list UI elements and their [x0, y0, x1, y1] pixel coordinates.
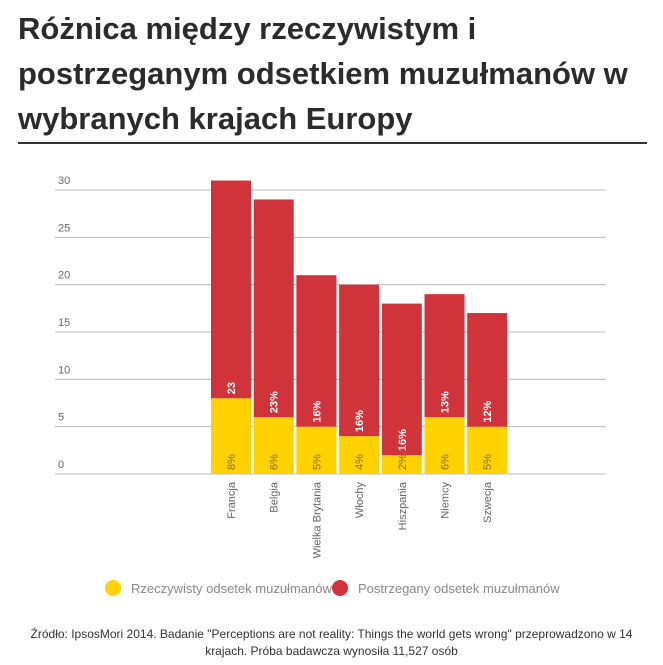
value-label: 2% — [397, 454, 409, 470]
value-label: 16% — [354, 410, 366, 432]
chart: 0 5 10 15 20 25 30 8% 23 Francja 6% 23% Belgia 5% 16% W… — [55, 175, 606, 596]
bar-segment — [339, 436, 380, 474]
bar-segment — [467, 426, 508, 474]
chart-title: Różnica między rzeczywistym i postrzegan… — [18, 11, 628, 136]
bar-segment — [253, 199, 294, 418]
x-tick-label: Włochy — [354, 482, 366, 519]
y-tick-label: 10 — [58, 364, 70, 376]
legend-swatch — [332, 580, 348, 596]
bar-segment — [211, 180, 251, 399]
value-label: 16% — [311, 400, 323, 422]
value-label: 16% — [397, 429, 409, 451]
y-tick-label: 30 — [58, 175, 70, 187]
y-tick-label: 25 — [58, 222, 70, 234]
legend-swatch — [105, 580, 121, 596]
value-label: 13% — [440, 391, 452, 413]
bar-segment — [467, 313, 508, 427]
value-label: 23 — [226, 382, 238, 394]
value-label: 4% — [354, 454, 366, 470]
bar-segment — [211, 398, 251, 474]
title-rule — [18, 142, 647, 144]
x-tick-label: Niemcy — [440, 482, 452, 519]
legend-label: Postrzegany odsetek muzułmanów — [358, 581, 560, 596]
value-label: 23% — [269, 391, 281, 413]
value-label: 12% — [482, 400, 494, 422]
bar-segment — [253, 417, 294, 474]
value-label: 8% — [226, 454, 238, 470]
value-label: 5% — [311, 454, 323, 470]
bar-segment — [296, 426, 337, 474]
x-tick-label: Belgia — [269, 481, 281, 512]
bar-segment — [424, 294, 465, 418]
bar-segment — [381, 303, 422, 456]
value-label: 5% — [482, 454, 494, 470]
x-tick-label: Hiszpania — [397, 481, 409, 530]
bar-segment — [296, 275, 337, 427]
y-tick-label: 15 — [58, 317, 70, 329]
legend-label: Rzeczywisty odsetek muzułmanów — [131, 581, 332, 596]
value-label: 6% — [269, 454, 281, 470]
source-note: Źródło: IpsosMori 2014. Badanie "Percept… — [30, 627, 633, 658]
y-tick-label: 20 — [58, 270, 70, 282]
x-tick-label: Szwecja — [482, 481, 494, 523]
bar-segment — [339, 284, 380, 437]
y-tick-label: 5 — [58, 412, 64, 424]
bar-segment — [424, 417, 465, 474]
value-label: 6% — [440, 454, 452, 470]
y-tick-label: 0 — [58, 459, 64, 471]
bar-segment — [381, 455, 422, 474]
x-tick-label: Wielka Brytania — [311, 481, 323, 558]
x-tick-label: Francja — [226, 481, 238, 519]
